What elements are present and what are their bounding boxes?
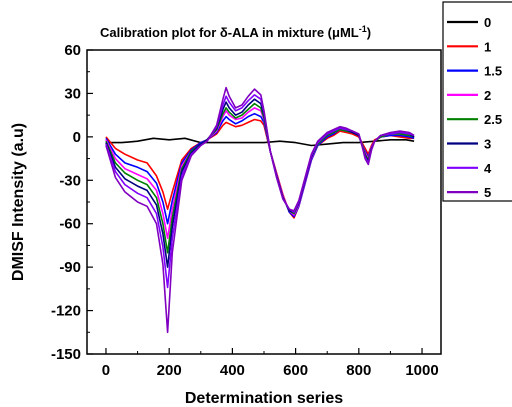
x-tick-label: 800: [346, 362, 371, 379]
y-tick-label: -30: [59, 172, 81, 189]
plot-frame: [86, 49, 442, 355]
y-tick-label: 30: [64, 85, 81, 102]
chart-title: Calibration plot for δ-ALA in mixture (μ…: [100, 24, 371, 40]
axis-layer: 0 200 400 600 800 1000 60 30 0 -30 -60 -90 -120 -150: [51, 42, 439, 379]
y-tick-label: 0: [73, 129, 81, 146]
legend-layer: 0 1 1.5 2 2.5 3 4 5: [447, 15, 502, 200]
legend-box: [442, 1, 512, 202]
x-tick-label: 0: [102, 362, 110, 379]
y-tick-label: -90: [59, 259, 81, 276]
x-tick-label: 600: [283, 362, 308, 379]
y-tick-label: 60: [64, 42, 81, 59]
legend-label: 3: [484, 137, 491, 152]
y-axis-title: DMISF Intensity (a.u): [10, 123, 27, 281]
y-tick-label: -60: [59, 216, 81, 233]
legend-label: 0: [484, 15, 491, 30]
x-tick-label: 400: [220, 362, 245, 379]
chart-title-main: Calibration plot for δ-ALA in mixture (μ…: [100, 25, 359, 40]
x-tick-label: 1000: [405, 362, 438, 379]
legend-label: 4: [484, 161, 492, 176]
series-line-3: [105, 98, 415, 268]
y-tick-label: -120: [51, 303, 81, 320]
chart-title-superscript: -1: [359, 24, 367, 34]
series-line-5: [105, 86, 415, 334]
series-line-1: [105, 118, 415, 219]
legend-label: 2.5: [484, 112, 502, 127]
y-tick-label: -150: [51, 346, 81, 363]
series-line-2: [105, 107, 415, 239]
legend-label: 5: [484, 185, 491, 200]
x-axis-title: Determination series: [185, 390, 343, 407]
chart-title-suffix: ): [367, 25, 371, 40]
legend-label: 1: [484, 39, 491, 54]
series-line-0: [106, 137, 415, 147]
x-tick-label: 200: [157, 362, 182, 379]
legend-label: 2: [484, 88, 491, 103]
series-layer: [105, 86, 415, 334]
legend-label: 1.5: [484, 64, 502, 79]
